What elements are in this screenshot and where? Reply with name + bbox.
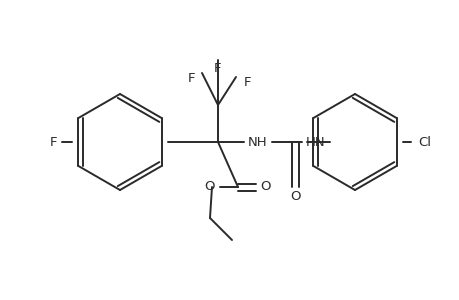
Text: F: F bbox=[214, 61, 221, 74]
Text: O: O bbox=[260, 181, 271, 194]
Text: F: F bbox=[188, 71, 196, 85]
Text: O: O bbox=[204, 181, 215, 194]
Text: NH: NH bbox=[248, 136, 267, 148]
Text: HN: HN bbox=[306, 136, 325, 148]
Text: F: F bbox=[50, 136, 58, 148]
Text: O: O bbox=[290, 190, 301, 203]
Text: Cl: Cl bbox=[418, 136, 431, 148]
Text: F: F bbox=[244, 76, 251, 88]
